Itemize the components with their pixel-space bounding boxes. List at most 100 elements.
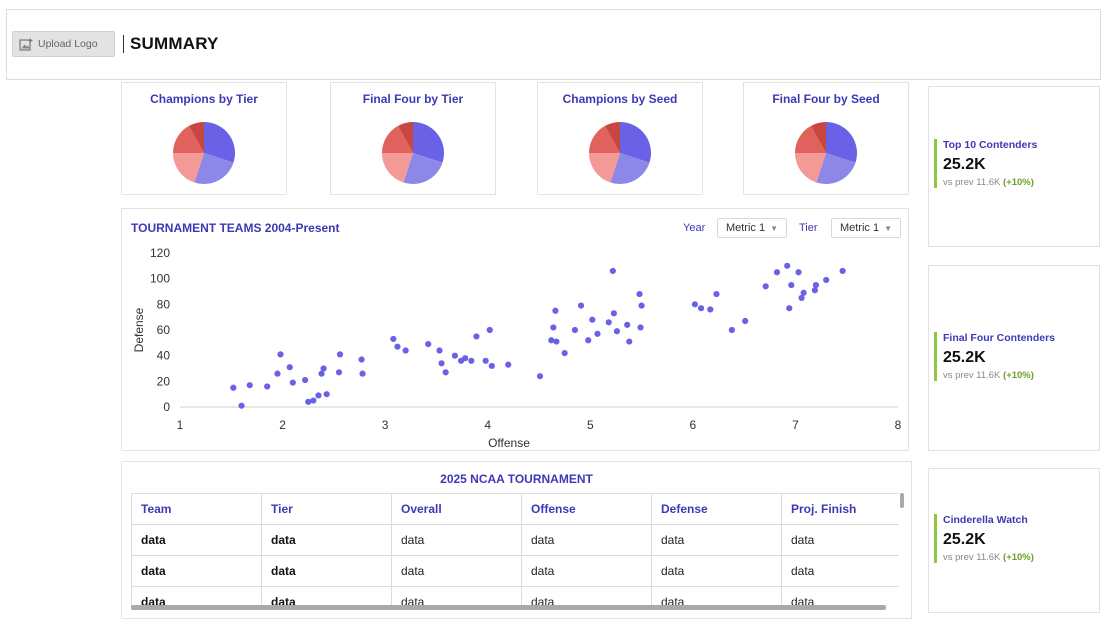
scatter-point[interactable] [823, 276, 830, 284]
scatter-point[interactable] [637, 324, 644, 331]
scatter-point[interactable] [505, 361, 512, 368]
scatter-point[interactable] [800, 289, 807, 296]
scatter-point[interactable] [728, 326, 735, 334]
scatter-point[interactable] [318, 370, 325, 377]
pie-slice[interactable] [173, 125, 204, 153]
scatter-point[interactable] [691, 301, 699, 308]
scatter-point[interactable] [609, 267, 616, 275]
scatter-point[interactable] [230, 384, 237, 391]
pie-slice[interactable] [620, 122, 651, 163]
table-row[interactable]: data data data data data data [131, 524, 899, 556]
scatter-point[interactable] [310, 397, 317, 404]
pie-slice[interactable] [403, 153, 443, 184]
scatter-point[interactable] [336, 351, 344, 358]
tier-filter-dropdown[interactable]: Metric 1 ▼ [831, 218, 901, 238]
pie-slice[interactable] [194, 153, 234, 184]
scatter-point[interactable] [594, 330, 601, 337]
scatter-point[interactable] [536, 373, 544, 380]
scatter-point[interactable] [390, 335, 397, 343]
scatter-point[interactable] [707, 306, 714, 313]
scatter-point[interactable] [451, 352, 458, 359]
scatter-point[interactable] [610, 310, 617, 317]
scatter-point[interactable] [482, 357, 489, 364]
scatter-point[interactable] [762, 283, 769, 290]
scatter-point[interactable] [473, 333, 480, 340]
scatter-point[interactable] [402, 347, 409, 354]
scatter-point[interactable] [638, 302, 645, 309]
scatter-point[interactable] [274, 370, 281, 377]
horizontal-scrollbar[interactable] [131, 605, 886, 610]
scatter-point[interactable] [577, 302, 585, 309]
scatter-point[interactable] [442, 369, 449, 376]
scatter-point[interactable] [613, 328, 621, 335]
scatter-point[interactable] [550, 324, 557, 331]
upload-logo-button[interactable]: Upload Logo [12, 31, 115, 57]
scatter-point[interactable] [561, 350, 568, 357]
scatter-point[interactable] [323, 391, 330, 398]
scatter-point[interactable] [589, 316, 596, 323]
vertical-scrollbar[interactable] [900, 493, 904, 508]
scatter-point[interactable] [795, 269, 802, 276]
scatter-point[interactable] [286, 364, 293, 371]
scatter-point[interactable] [585, 337, 592, 344]
pie-slice[interactable] [189, 122, 204, 153]
year-filter-dropdown[interactable]: Metric 1 ▼ [717, 218, 787, 238]
table-row[interactable]: data data data data data data [131, 586, 899, 606]
pie-slice[interactable] [795, 125, 826, 153]
column-header[interactable]: Tier [261, 493, 392, 525]
pie-slice[interactable] [826, 122, 857, 163]
pie-slice[interactable] [610, 153, 650, 184]
pie-slice[interactable] [795, 153, 826, 183]
pie-slice[interactable] [382, 125, 413, 153]
scatter-point[interactable] [425, 341, 432, 348]
scatter-point[interactable] [624, 321, 631, 328]
scatter-point[interactable] [436, 347, 443, 354]
scatter-point[interactable] [305, 398, 312, 405]
pie-slice[interactable] [413, 122, 444, 163]
pie-slice[interactable] [816, 153, 856, 184]
scatter-point[interactable] [359, 370, 366, 377]
table-row[interactable]: data data data data data data [131, 555, 899, 587]
scatter-point[interactable] [605, 319, 612, 326]
scatter-point[interactable] [394, 343, 401, 350]
scatter-point[interactable] [839, 267, 846, 275]
scatter-point[interactable] [320, 365, 327, 372]
scatter-point[interactable] [798, 294, 805, 302]
pie-slice[interactable] [382, 153, 413, 183]
scatter-point[interactable] [315, 392, 322, 399]
scatter-point[interactable] [358, 356, 365, 363]
column-header[interactable]: Overall [391, 493, 522, 525]
scatter-point[interactable] [788, 281, 795, 289]
column-header[interactable]: Offense [521, 493, 652, 525]
scatter-point[interactable] [571, 326, 578, 334]
scatter-point[interactable] [468, 357, 475, 364]
scatter-point[interactable] [742, 317, 749, 325]
scatter-point[interactable] [697, 305, 705, 312]
scatter-point[interactable] [773, 269, 781, 276]
scatter-point[interactable] [277, 351, 284, 358]
scatter-point[interactable] [462, 355, 469, 362]
scatter-point[interactable] [486, 326, 493, 334]
column-header[interactable]: Defense [651, 493, 782, 525]
scatter-point[interactable] [812, 281, 820, 289]
scatter-point[interactable] [488, 362, 495, 370]
scatter-point[interactable] [302, 376, 309, 384]
scatter-point[interactable] [335, 369, 343, 376]
scatter-point[interactable] [713, 290, 720, 298]
scatter-point[interactable] [246, 382, 253, 389]
pie-slice[interactable] [173, 153, 204, 183]
scatter-point[interactable] [238, 402, 245, 409]
pie-slice[interactable] [589, 153, 620, 183]
scatter-point[interactable] [636, 290, 643, 298]
scatter-point[interactable] [786, 305, 793, 312]
pie-slice[interactable] [605, 122, 620, 153]
scatter-point[interactable] [626, 338, 633, 345]
pie-slice[interactable] [398, 122, 413, 153]
column-header[interactable]: Proj. Finish [781, 493, 899, 525]
pie-slice[interactable] [589, 125, 620, 153]
pie-slice[interactable] [204, 122, 235, 163]
scatter-point[interactable] [811, 287, 819, 294]
scatter-point[interactable] [264, 383, 271, 390]
scatter-point[interactable] [553, 338, 560, 345]
column-header[interactable]: Team [131, 493, 262, 525]
